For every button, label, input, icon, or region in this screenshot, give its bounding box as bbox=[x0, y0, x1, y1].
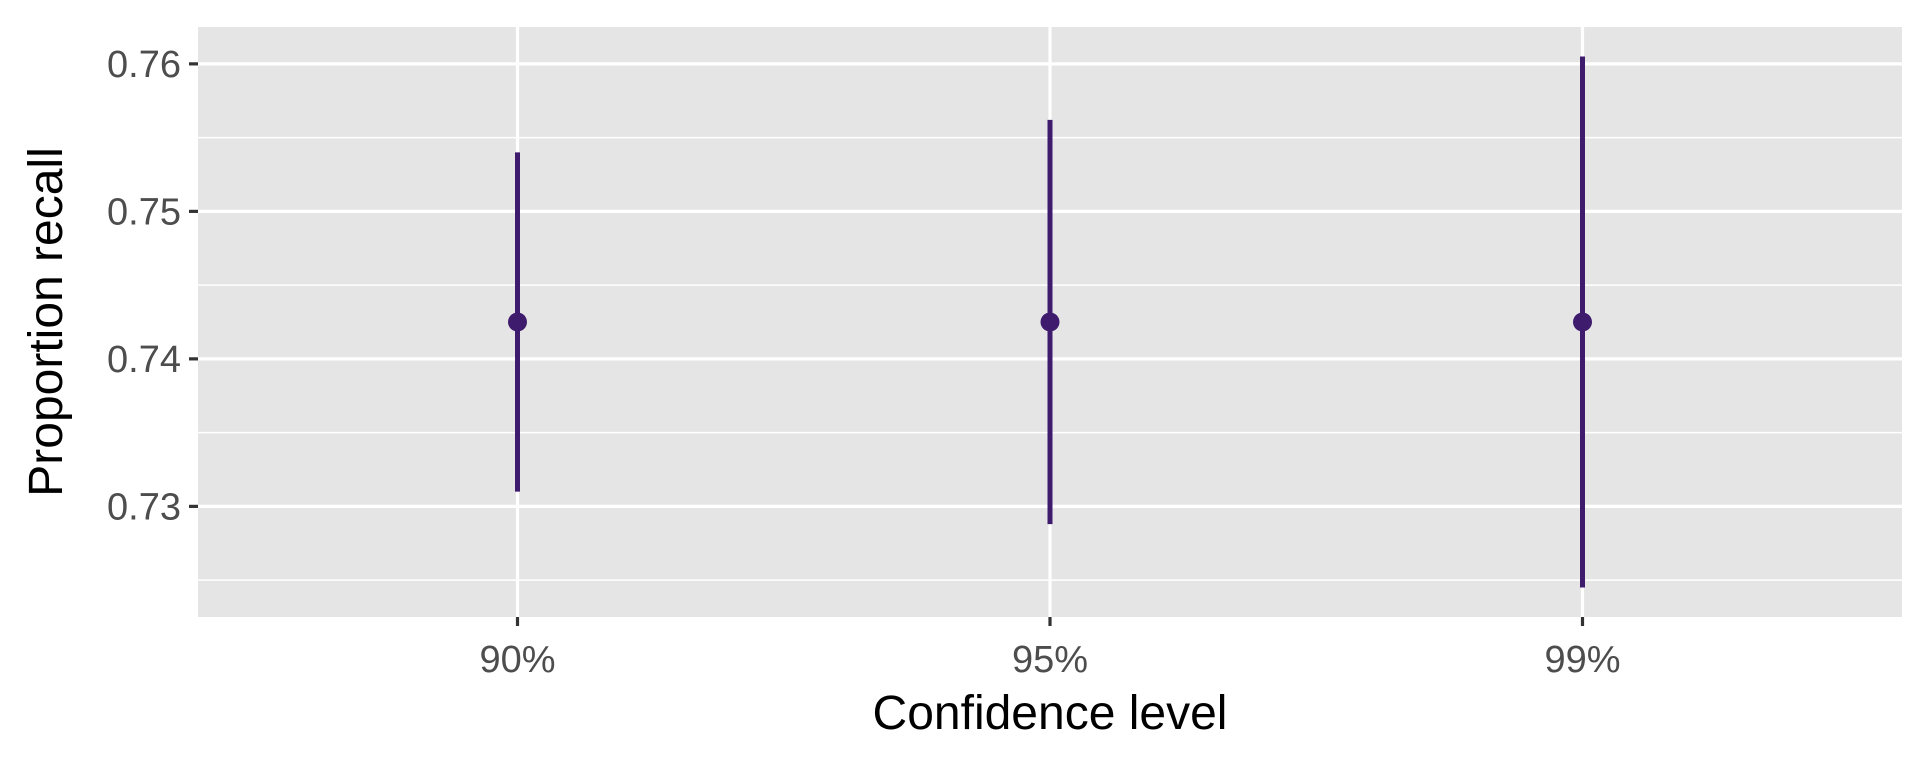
estimate-point bbox=[508, 312, 527, 332]
x-tick-label: 90% bbox=[479, 639, 555, 681]
estimate-point bbox=[1040, 312, 1060, 332]
y-tick-label: 0.74 bbox=[107, 339, 181, 381]
y-tick-label: 0.76 bbox=[107, 44, 181, 86]
tick-labels: 0.73 0.74 0.75 0.76 90% 95% 99% bbox=[107, 44, 1621, 681]
y-tick-label: 0.75 bbox=[107, 191, 181, 233]
y-axis-title: Proportion recall bbox=[20, 147, 73, 497]
x-tick-label: 95% bbox=[1012, 639, 1088, 681]
error-bars bbox=[508, 56, 1592, 588]
y-tick-label: 0.73 bbox=[107, 486, 181, 528]
x-axis-title: Confidence level bbox=[873, 687, 1228, 740]
x-tick-label: 99% bbox=[1544, 639, 1620, 681]
axis-ticks bbox=[189, 62, 1585, 626]
estimate-point bbox=[1573, 312, 1592, 332]
